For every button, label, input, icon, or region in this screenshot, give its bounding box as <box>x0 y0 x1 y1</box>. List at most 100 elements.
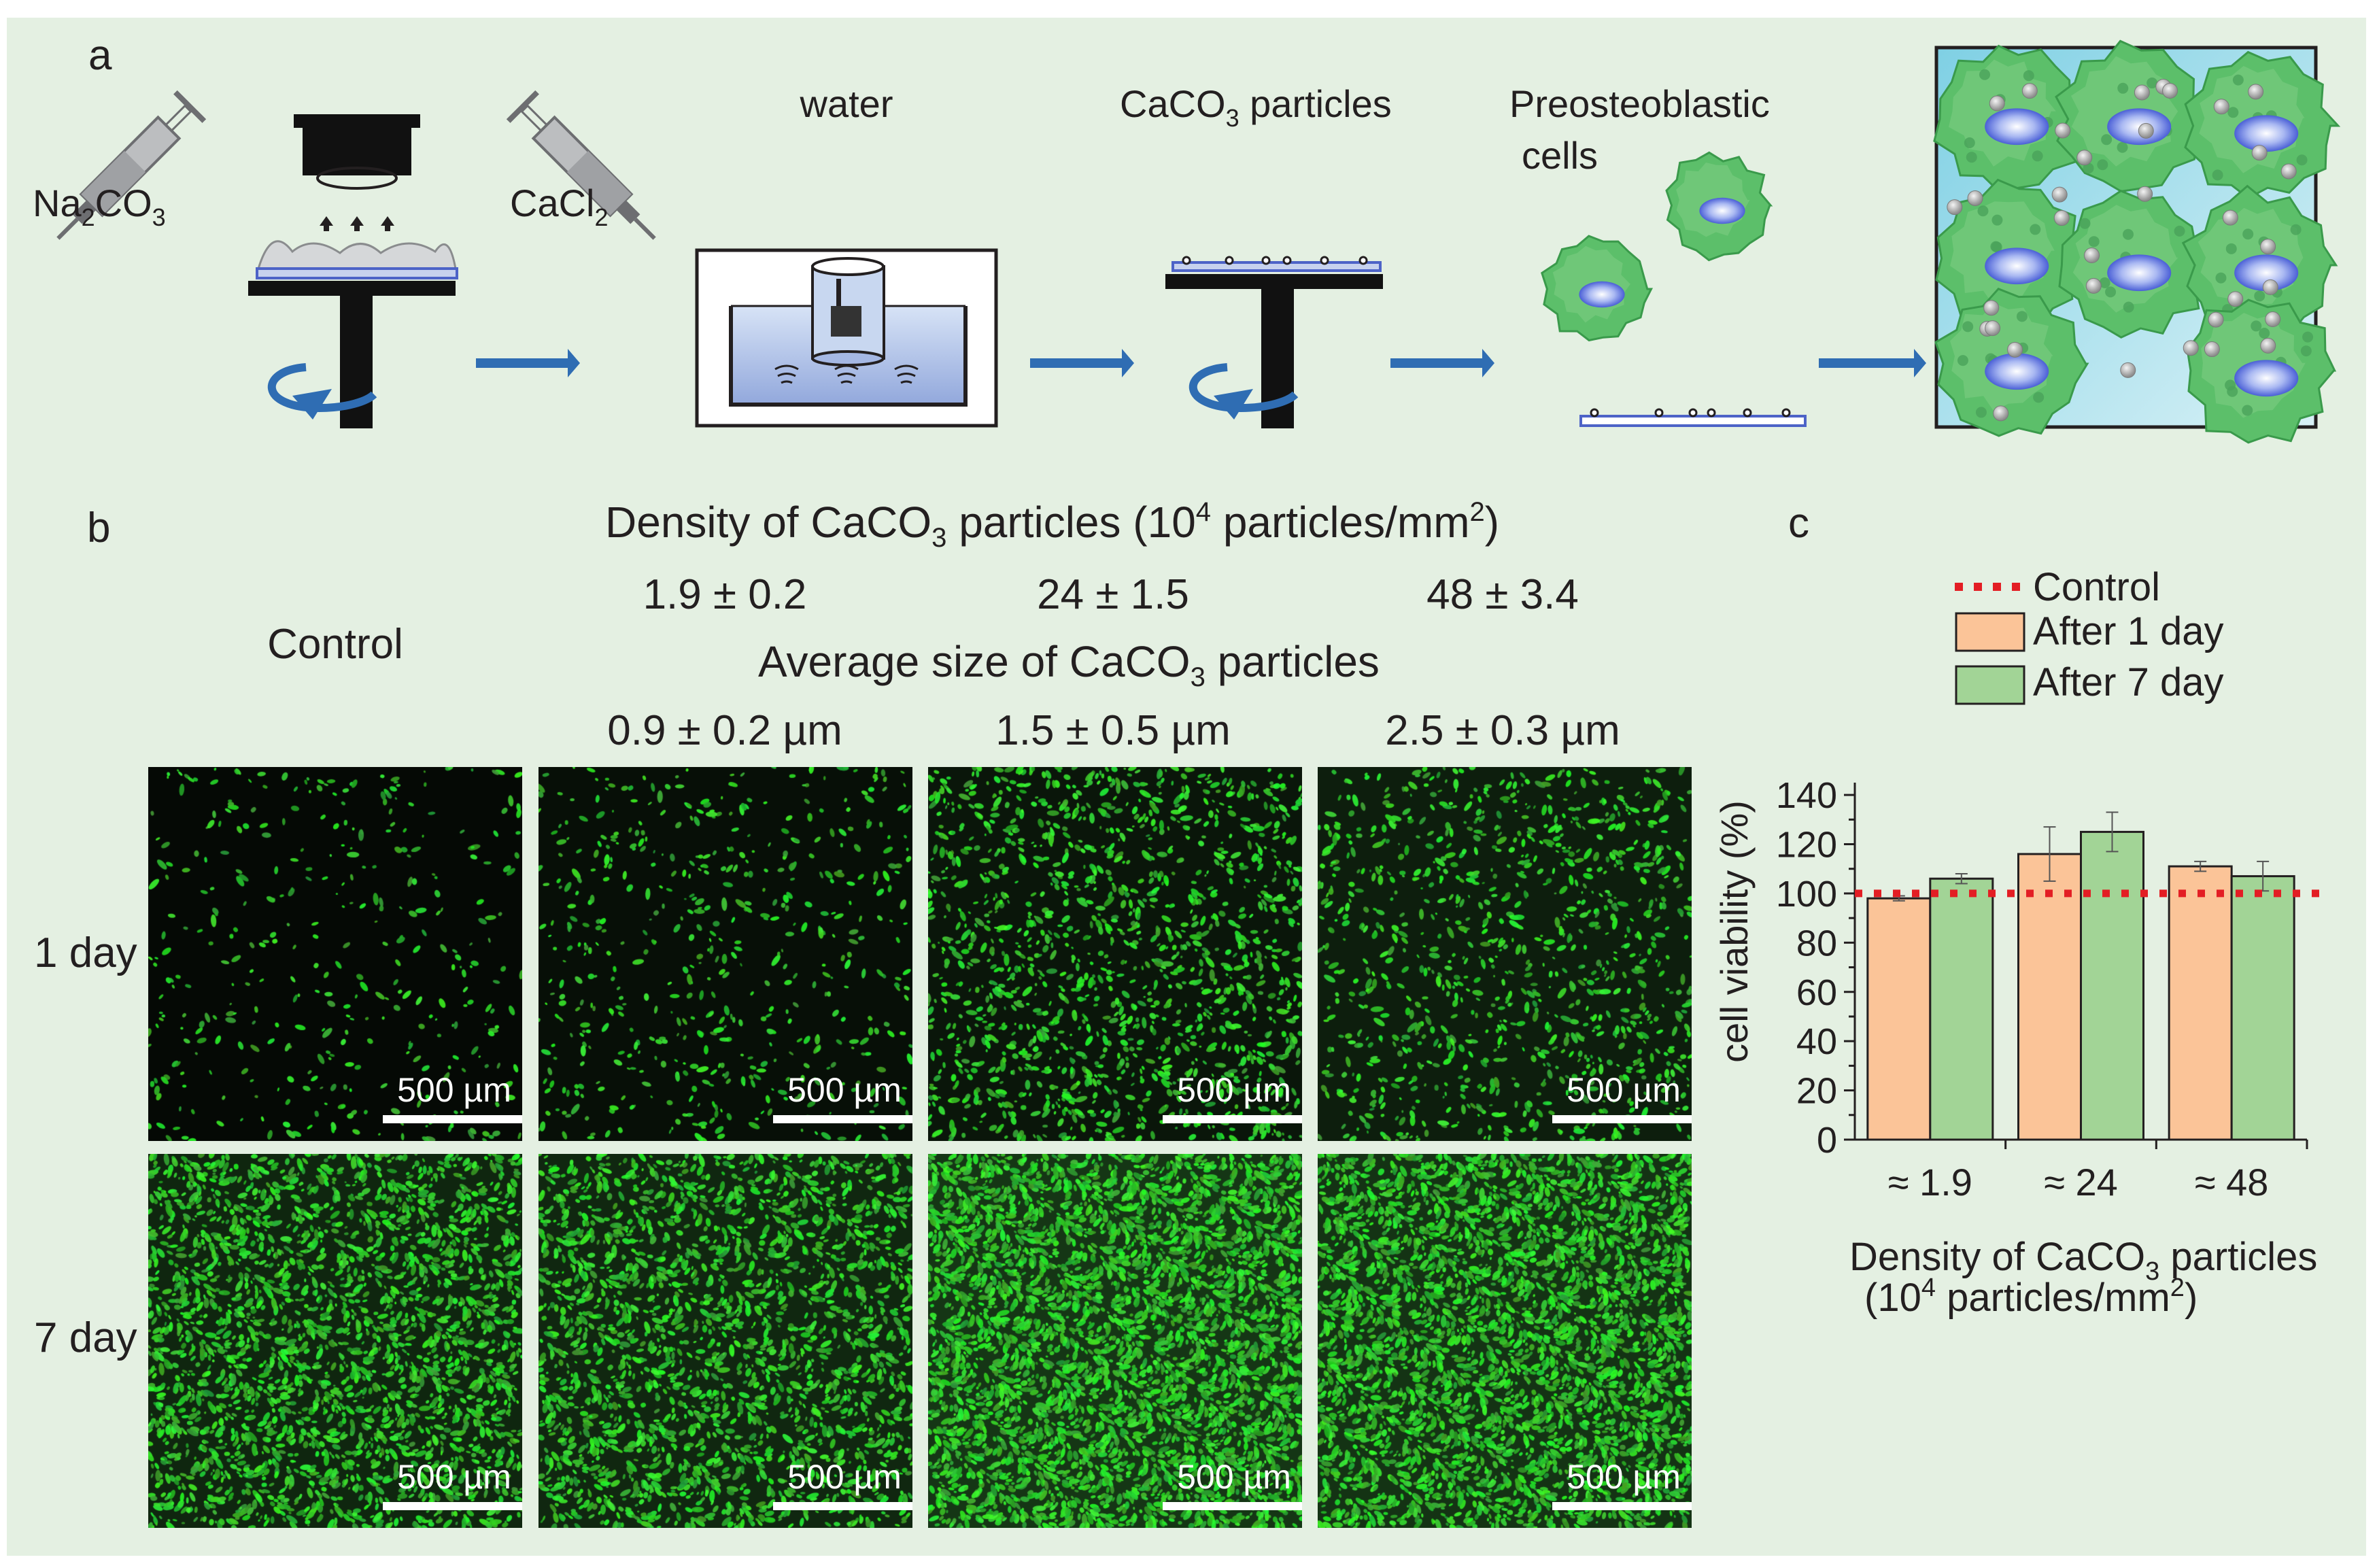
particle-icon <box>2055 122 2071 139</box>
panel-c-letter: c <box>1788 500 1809 547</box>
cell-icon <box>1665 151 1773 262</box>
particle-icon <box>1993 405 2009 422</box>
density-value-3: 48 ± 3.4 <box>1426 571 1579 618</box>
cell-icon <box>2055 39 2208 192</box>
spin-coater-2 <box>1165 256 1383 428</box>
size-title: Average size of CaCO3 particles <box>758 637 1380 692</box>
bar <box>1866 897 1932 1141</box>
particle-icon <box>1967 190 1983 207</box>
row-label-day7: 7 day <box>34 1314 137 1361</box>
control-label: Control <box>267 621 403 668</box>
legend-control-label: Control <box>2033 565 2160 609</box>
panel-b-letter: b <box>87 505 110 551</box>
cell-icon <box>1934 288 2089 437</box>
y-tick-label: 140 <box>1776 775 1837 816</box>
particle-icon <box>2138 122 2154 139</box>
particle-icon <box>2137 186 2153 202</box>
micrograph-texture <box>538 1154 912 1528</box>
legend-day7-label: After 7 day <box>2033 660 2223 704</box>
chart-legend: Control After 1 day After 7 day <box>1955 565 2223 705</box>
size-value-3: 2.5 ± 0.3 µm <box>1385 707 1620 754</box>
particle-icon <box>2222 209 2238 226</box>
micrograph-texture <box>148 767 522 1141</box>
scale-bar <box>383 1502 522 1510</box>
particle-icon <box>2213 99 2229 115</box>
legend-day1-swatch <box>1955 612 2025 652</box>
particle-icon <box>2134 84 2150 101</box>
preosteoblastic-cells <box>1541 151 1773 342</box>
particle-icon <box>2204 341 2220 358</box>
micrograph-day7-control: 500 µm <box>148 1154 522 1528</box>
particle-icon <box>2208 311 2224 328</box>
bar <box>2230 875 2295 1141</box>
density-title: Density of CaCO3 particles (104 particle… <box>605 497 1499 553</box>
particle-icon <box>2120 362 2136 378</box>
micrograph-texture <box>1318 767 1692 1141</box>
y-tick-label: 20 <box>1796 1071 1837 1112</box>
y-tick-label: 120 <box>1776 825 1837 866</box>
scale-bar-label: 500 µm <box>397 1071 511 1109</box>
micrograph-day1-control: 500 µm <box>148 767 522 1141</box>
particle-icon <box>2262 279 2278 295</box>
particle-icon <box>2051 186 2068 203</box>
bar-chart: 0 20 40 60 80 100 120 140 ≈ 1.9 ≈ 24 ≈ 48 <box>1776 775 2321 1204</box>
up-arrows-icon <box>320 216 394 231</box>
micrograph-texture <box>538 767 912 1141</box>
micrograph-day7-density-24: 500 µm <box>928 1154 1302 1528</box>
scale-bar <box>1163 1115 1302 1123</box>
scale-bar-label: 500 µm <box>1567 1458 1681 1496</box>
legend-day1-label: After 1 day <box>2033 609 2223 653</box>
particle-icon <box>2260 239 2276 255</box>
chart-x-axis-label-line2: (104 particles/mm2) <box>1864 1274 2198 1320</box>
chart-x-axis-label-line1: Density of CaCO3 particles <box>1849 1235 2317 1286</box>
particle-icon <box>1985 320 2001 337</box>
particle-icon <box>2007 341 2023 358</box>
scale-bar-label: 500 µm <box>1177 1071 1291 1109</box>
syringe-left-icon <box>56 90 207 240</box>
particle-icon <box>2076 150 2093 166</box>
scale-bar <box>383 1115 522 1123</box>
bar <box>2017 853 2082 1141</box>
water-label: water <box>800 82 893 125</box>
micrograph-day1-density-1: 500 µm <box>538 767 912 1141</box>
y-tick-label: 0 <box>1817 1120 1837 1161</box>
cell-layer-result <box>1933 39 2341 444</box>
particle-icon <box>2162 82 2178 99</box>
particle-icon <box>2183 340 2199 356</box>
cell-icon <box>2181 184 2338 339</box>
syringe-right-icon <box>506 90 656 240</box>
cell-icon <box>1935 178 2090 333</box>
spin-coater-1 <box>248 114 458 428</box>
legend-day7-swatch <box>1955 665 2025 705</box>
particle-icon <box>1983 300 2000 316</box>
density-value-1: 1.9 ± 0.2 <box>643 571 807 618</box>
particle-icon <box>2021 83 2038 99</box>
particle-icon <box>2280 163 2297 180</box>
scale-bar <box>1552 1502 1692 1510</box>
scale-bar <box>773 1502 912 1510</box>
micrograph-day7-density-48: 500 µm <box>1318 1154 1692 1528</box>
scale-bar-label: 500 µm <box>1177 1458 1291 1496</box>
size-value-1: 0.9 ± 0.2 µm <box>607 707 842 754</box>
scale-bar-label: 500 µm <box>397 1458 511 1496</box>
scale-bar <box>1552 1115 1692 1123</box>
scale-bar-label: 500 µm <box>787 1458 902 1496</box>
density-value-2: 24 ± 1.5 <box>1037 571 1189 618</box>
x-tick-label: ≈ 48 <box>2195 1161 2269 1204</box>
reagent-na2co3: Na2CO3 <box>33 182 166 231</box>
y-tick-label: 100 <box>1776 874 1837 915</box>
particle-icon <box>2265 311 2281 328</box>
particle-icon <box>2053 210 2070 226</box>
x-tick-label: ≈ 24 <box>2044 1161 2118 1204</box>
ultrasound-wave-icon <box>774 364 919 384</box>
panel-a-letter: a <box>88 32 112 79</box>
particle-icon <box>2251 145 2268 161</box>
y-tick-label: 80 <box>1796 923 1837 964</box>
micrograph-day1-density-48: 500 µm <box>1318 767 1692 1141</box>
particle-icon <box>2248 84 2264 100</box>
x-tick-label: ≈ 1.9 <box>1888 1161 1972 1204</box>
cells-label-line2: cells <box>1522 134 1598 177</box>
bar <box>2080 830 2144 1141</box>
